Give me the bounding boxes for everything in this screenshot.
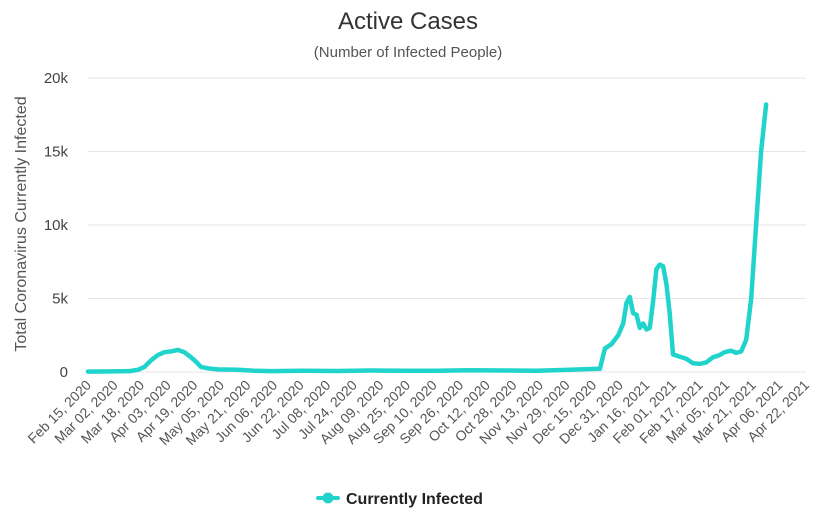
data-point [194,359,198,364]
data-point [667,311,672,316]
data-point [335,369,340,373]
data-point [691,361,695,366]
data-point [634,312,639,317]
data-point [621,321,626,326]
data-point [697,361,702,366]
data-point [717,353,722,358]
data-point [86,369,90,374]
data-point [182,350,187,355]
data-point [597,366,602,371]
data-point [729,348,734,353]
data-point [710,355,715,360]
data-point [252,368,257,373]
legend[interactable]: Currently Infected [316,491,483,508]
legend-label: Currently Infected [346,491,483,508]
data-point [744,337,749,342]
data-point [764,102,769,107]
legend-marker [322,492,334,504]
data-point [155,353,160,358]
y-axis-title: Total Coronavirus Currently Infected [13,96,30,351]
data-point [162,350,167,355]
data-point [169,349,174,354]
data-point [215,367,220,372]
chart-title: Active Cases [338,8,478,35]
gridlines [88,77,806,373]
data-point [302,368,307,373]
y-tick-label: 5k [52,291,68,308]
data-point [734,350,739,355]
data-point [468,368,473,373]
y-tick-label: 0 [60,364,68,381]
data-point [609,342,614,347]
data-point [235,367,240,372]
data-point [657,262,662,267]
data-point [501,368,506,373]
data-point [704,360,709,365]
data-point [684,356,689,361]
data-point [627,295,632,299]
data-point [110,369,115,374]
data-point [624,300,629,305]
data-point [149,358,154,363]
data-point [401,368,406,373]
data-point [568,367,572,372]
y-axis-ticks: 0 5k 10k 15k 20k [44,70,69,381]
y-tick-label: 10k [44,217,69,234]
data-point [671,352,675,357]
data-point [135,367,140,372]
data-point [664,281,669,286]
chart-subtitle: (Number of Infected People) [314,44,502,61]
data-point [602,346,607,351]
data-point [722,350,727,355]
data-point [534,368,539,373]
data-point [749,296,754,301]
data-point [654,267,659,272]
data-point [205,366,210,371]
data-point [647,325,652,330]
data-point [759,149,764,154]
data-point [584,367,589,372]
data-point [631,311,636,316]
series-line-currently-infected[interactable] [85,102,769,374]
data-point [199,364,203,369]
data-point [142,364,147,369]
data-point [268,369,273,374]
data-point [677,354,682,359]
data-point [739,349,744,354]
data-point [435,368,439,373]
data-point [641,321,646,326]
data-point [637,325,642,330]
data-point [754,223,759,227]
data-point [189,355,193,360]
data-point [644,327,649,332]
data-point [661,264,666,269]
series-layer [85,102,769,374]
y-tick-label: 15k [44,144,69,161]
data-point [127,369,132,374]
data-point [651,299,656,304]
data-point [616,333,621,338]
y-tick-label: 20k [44,70,69,87]
data-point [175,347,180,352]
data-point [368,368,373,373]
